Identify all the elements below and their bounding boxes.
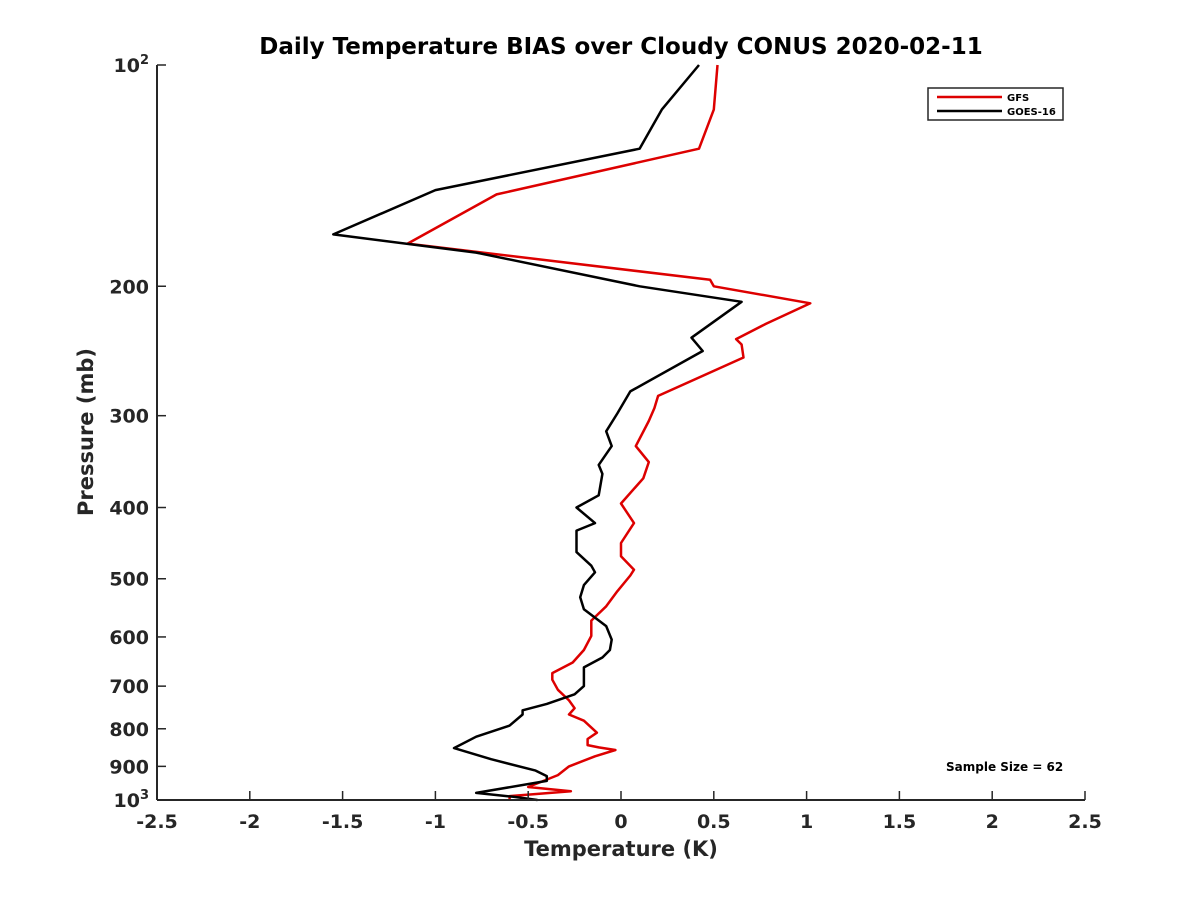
x-tick-label: -0.5 [507, 811, 549, 833]
x-tick-label: 2.5 [1068, 811, 1102, 833]
sample-size-annotation: Sample Size = 62 [946, 760, 1063, 774]
series-layer [332, 64, 812, 802]
x-tick-label: 2 [986, 811, 999, 833]
x-tick-label: 1.5 [883, 811, 917, 833]
y-tick-label: 600 [109, 627, 149, 649]
legend-box [927, 87, 1064, 121]
chart-title: Daily Temperature BIAS over Cloudy CONUS… [259, 34, 982, 60]
x-ticks: -2.5 -2 -1.5 -1 -0.5 0 0.5 1 1.5 2 2.5 [136, 791, 1102, 833]
y-tick-label: 200 [109, 276, 149, 298]
y-tick-label: 500 [109, 569, 149, 591]
legend-label-gfs: GFS [1007, 93, 1029, 104]
x-tick-label: 0.5 [697, 811, 731, 833]
x-tick-label: -2 [239, 811, 260, 833]
legend: GFS GOES-16 [927, 87, 1064, 121]
legend-label-goes16: GOES-16 [1007, 107, 1056, 118]
y-tick-label: 400 [109, 498, 149, 520]
x-tick-label: -1.5 [322, 811, 364, 833]
x-tick-label: -2.5 [136, 811, 178, 833]
y-tick-label: 800 [109, 719, 149, 741]
x-tick-label: 0 [614, 811, 627, 833]
y-ticks: 102 200 300 400 500 600 700 800 900 103 [109, 53, 166, 812]
axes-layer [156, 65, 1085, 801]
y-tick-label: 103 [114, 788, 150, 812]
x-tick-label: -1 [425, 811, 446, 833]
x-axis-label: Temperature (K) [524, 837, 718, 861]
y-axis-label: Pressure (mb) [74, 348, 98, 516]
x-tick-label: 1 [800, 811, 813, 833]
y-tick-label: 900 [109, 756, 149, 778]
series-line-goes16 [332, 64, 743, 802]
y-tick-label: 300 [109, 406, 149, 428]
y-tick-label: 102 [114, 53, 150, 77]
y-tick-label: 700 [109, 676, 149, 698]
series-line-gfs [406, 64, 812, 800]
